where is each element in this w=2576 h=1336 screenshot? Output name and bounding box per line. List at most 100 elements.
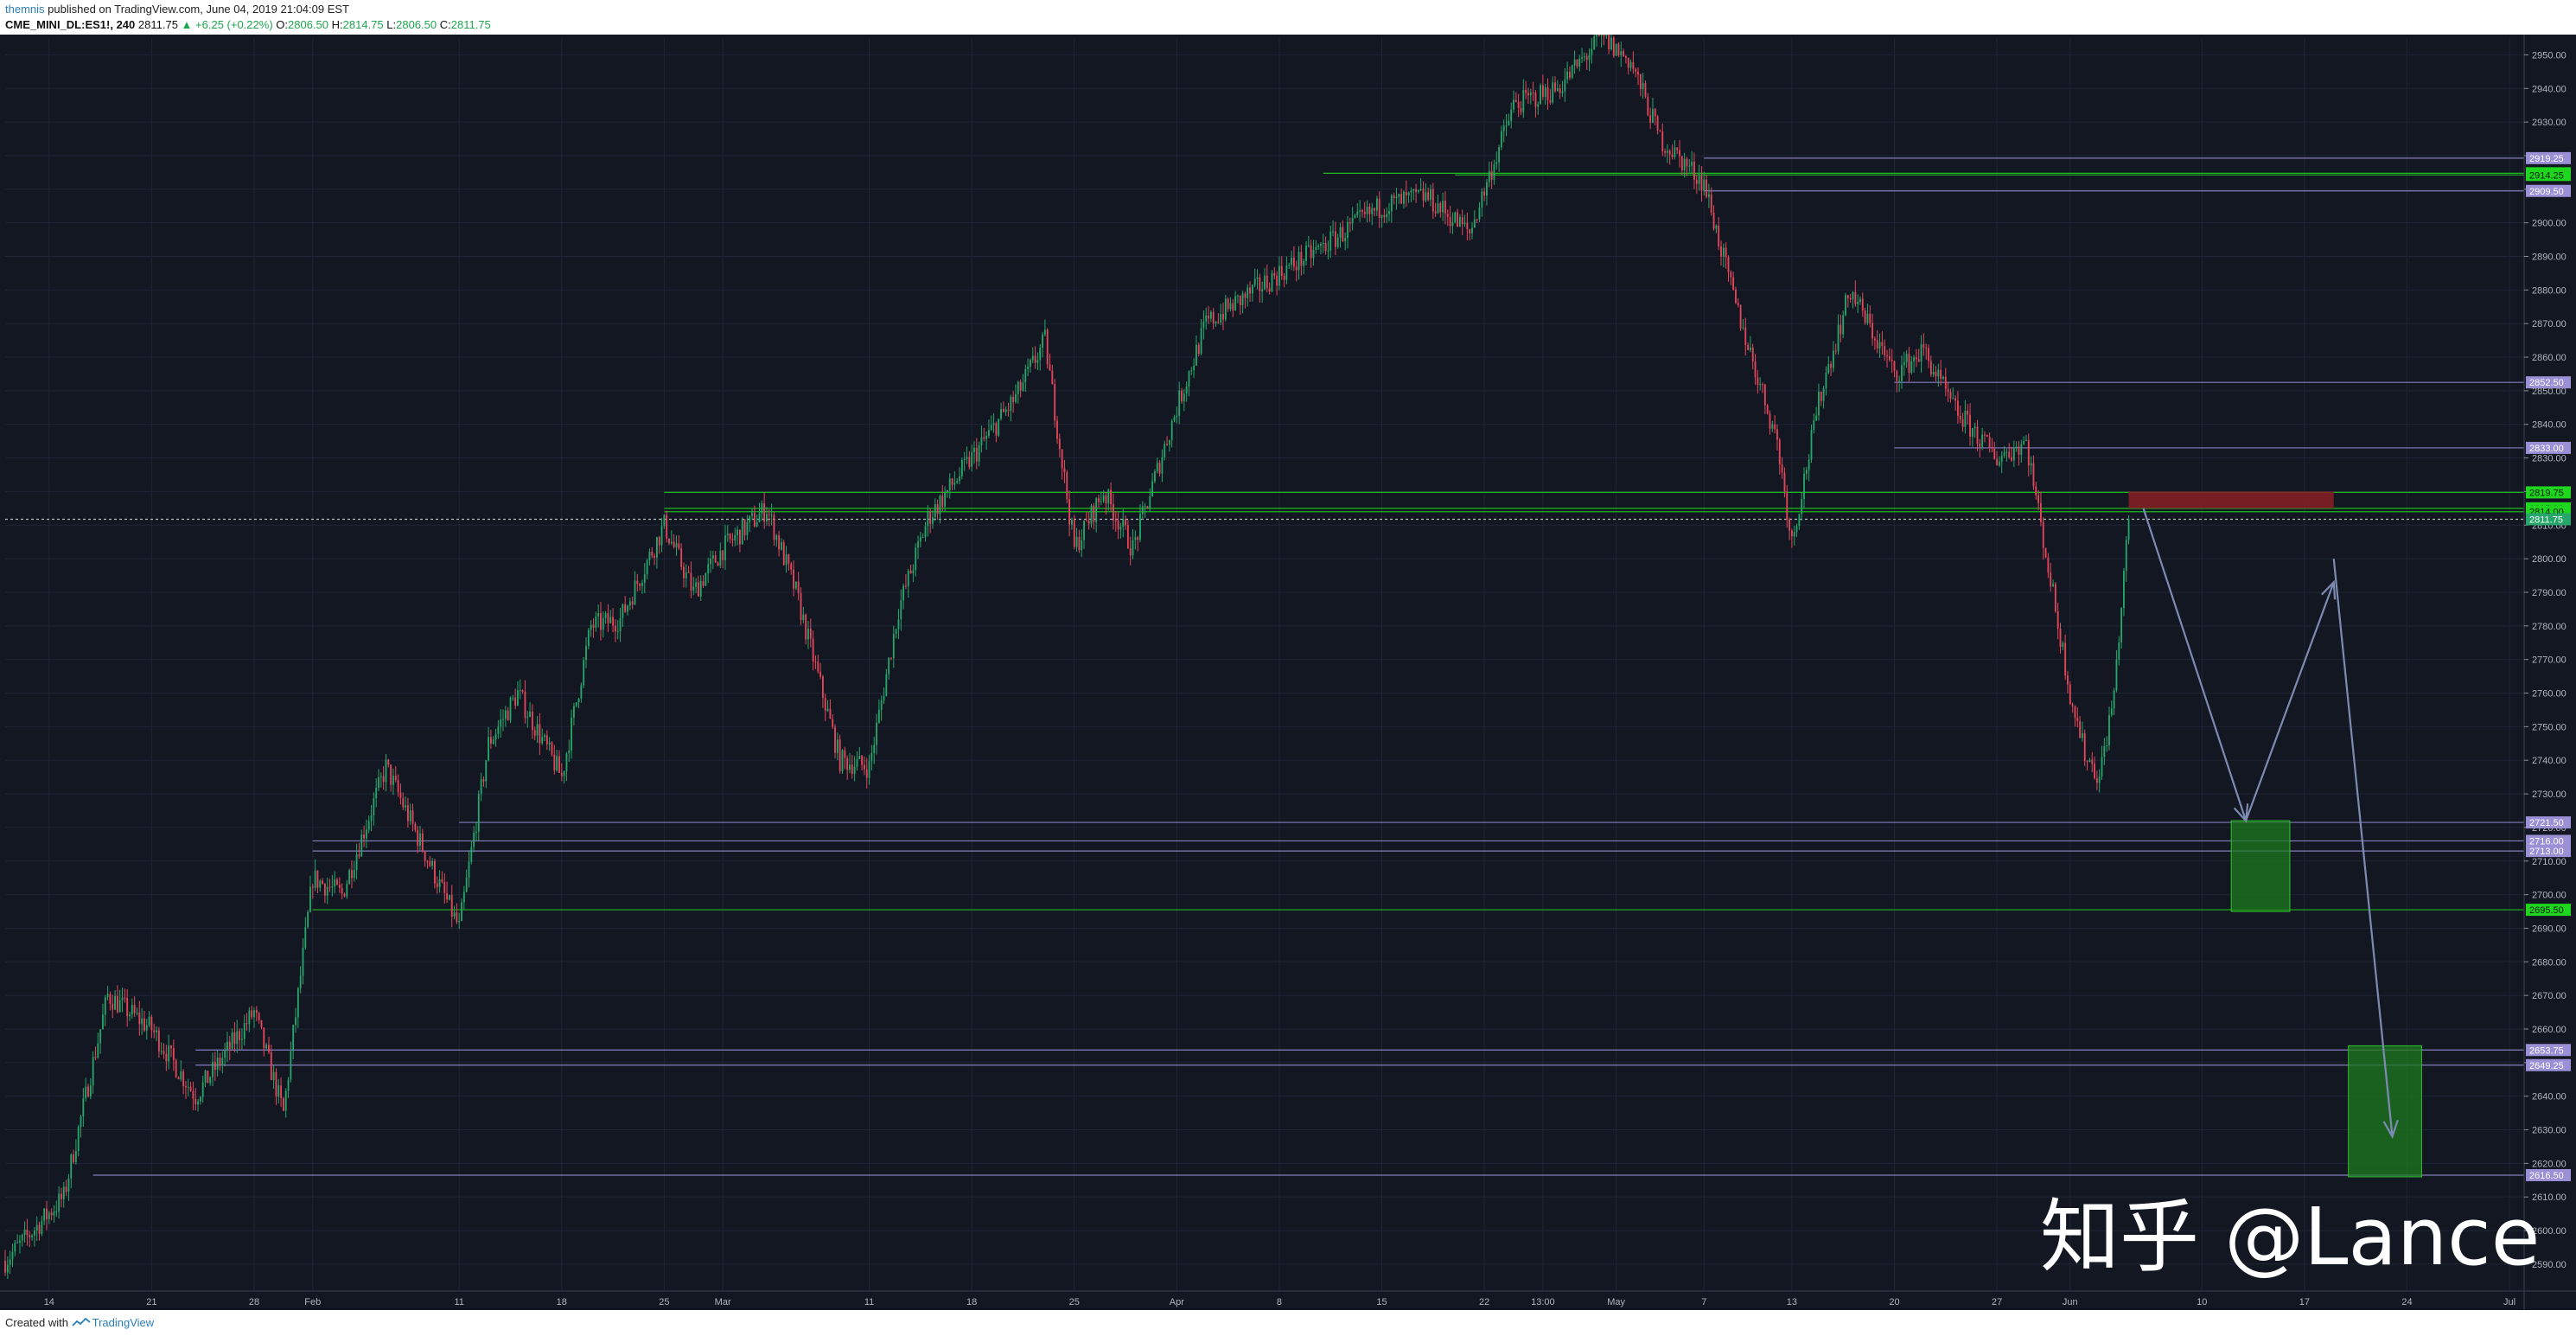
candle-body bbox=[58, 1193, 61, 1211]
candle-body bbox=[177, 1077, 180, 1080]
candle-body bbox=[1410, 190, 1412, 193]
candle-body bbox=[568, 750, 571, 754]
candle-body bbox=[1929, 361, 1932, 375]
candle-body bbox=[797, 581, 800, 593]
candle-body bbox=[1834, 350, 1837, 352]
candle-body bbox=[1852, 291, 1854, 300]
candle-body bbox=[258, 1013, 260, 1020]
candle-body bbox=[458, 920, 461, 923]
candle-body bbox=[1386, 214, 1388, 218]
candle-body bbox=[2047, 557, 2050, 573]
price-chart[interactable]: 2590.00 2600.00 2610.00 2620.00 2630.00 2640.… bbox=[0, 22, 2576, 1310]
candle-body bbox=[2101, 757, 2103, 777]
candle-body bbox=[1508, 120, 1510, 126]
level-price-tag bbox=[2526, 376, 2571, 389]
candle-body bbox=[892, 634, 895, 658]
candle-body bbox=[1573, 60, 1576, 66]
candle-body bbox=[1986, 434, 1988, 437]
candle-body bbox=[204, 1071, 207, 1083]
level-price-label: 2721.50 bbox=[2529, 818, 2564, 828]
candle-body bbox=[1400, 194, 1403, 204]
candle-body bbox=[1891, 360, 1893, 361]
candle-body bbox=[1591, 48, 1593, 55]
candle-body bbox=[2003, 452, 2005, 456]
candle-body bbox=[475, 831, 477, 834]
level-price-tag bbox=[2526, 1044, 2571, 1057]
candle-body bbox=[800, 592, 802, 621]
time-tick-label: Jun bbox=[2063, 1297, 2078, 1307]
price-axis[interactable]: 2590.00 2600.00 2610.00 2620.00 2630.00 2640.… bbox=[2523, 35, 2576, 1310]
candle-body bbox=[165, 1053, 168, 1062]
candle-body bbox=[2027, 439, 2030, 466]
candle-body bbox=[1588, 54, 1591, 61]
candle-body bbox=[1869, 313, 1871, 323]
candle-body bbox=[948, 478, 951, 490]
time-axis[interactable]: 14 21 28 Feb 11 18 25 Mar 11 18 25 Apr 8 15 22 13:00 May… bbox=[0, 1290, 2576, 1307]
candle-body bbox=[1537, 104, 1540, 107]
chart-container[interactable]: 2590.00 2600.00 2610.00 2620.00 2630.00 2640.… bbox=[0, 22, 2576, 1310]
price-tick-label: 2830.00 bbox=[2532, 454, 2566, 464]
candle-body bbox=[392, 776, 394, 785]
candle-body bbox=[2108, 714, 2110, 745]
candle-body bbox=[1043, 329, 1046, 335]
candle-body bbox=[263, 1027, 265, 1049]
candle-body bbox=[1706, 179, 1707, 197]
candle-body bbox=[1178, 390, 1181, 416]
candle-body bbox=[314, 870, 316, 888]
candle-body bbox=[838, 739, 841, 771]
candle-body bbox=[531, 711, 533, 731]
candle-body bbox=[199, 1096, 201, 1102]
candle-body bbox=[1647, 96, 1649, 116]
tradingview-link[interactable]: TradingView bbox=[92, 1316, 155, 1329]
projection-arrows bbox=[2142, 508, 2399, 1139]
candle-body bbox=[702, 580, 705, 586]
candle-body bbox=[1857, 302, 1859, 304]
horizontal-levels bbox=[5, 157, 2524, 1176]
candle-body bbox=[402, 798, 405, 808]
candle-body bbox=[1324, 243, 1327, 252]
candle-body bbox=[2127, 519, 2130, 540]
candle-body bbox=[411, 810, 414, 824]
candle-body bbox=[129, 1014, 131, 1017]
candle-body bbox=[1415, 189, 1417, 192]
candle-body bbox=[468, 861, 470, 878]
candle-body bbox=[1249, 287, 1251, 294]
candle-body bbox=[272, 1071, 275, 1080]
candle-body bbox=[602, 617, 604, 630]
candle-body bbox=[751, 513, 753, 516]
price-tick-label: 2610.00 bbox=[2532, 1192, 2566, 1203]
symbol-name[interactable]: CME_MINI_DL:ES1!, 240 bbox=[5, 18, 136, 31]
candle-body bbox=[1276, 276, 1278, 286]
candle-body bbox=[1449, 216, 1451, 227]
candle-body bbox=[239, 1031, 240, 1040]
candle-body bbox=[1303, 260, 1305, 266]
candle-body bbox=[429, 861, 431, 866]
candle-body bbox=[319, 880, 322, 888]
candle-body bbox=[643, 574, 646, 584]
candle-body bbox=[705, 573, 707, 586]
candle-body bbox=[1000, 408, 1002, 419]
price-tick-label: 2630.00 bbox=[2532, 1126, 2566, 1136]
candle-body bbox=[365, 829, 367, 839]
candle-body bbox=[743, 519, 746, 535]
candle-body bbox=[104, 997, 106, 1015]
candle-body bbox=[189, 1086, 192, 1091]
candle-body bbox=[1156, 463, 1158, 472]
candle-body bbox=[131, 1005, 133, 1015]
candle-body bbox=[1688, 165, 1691, 167]
level-price-label: 2811.75 bbox=[2529, 515, 2563, 525]
candle-body bbox=[143, 1018, 145, 1031]
candle-body bbox=[1735, 289, 1737, 304]
candle-body bbox=[678, 543, 680, 549]
candle-body bbox=[436, 883, 438, 887]
author-link[interactable]: themnis bbox=[5, 3, 45, 16]
candle-body bbox=[1730, 272, 1732, 278]
candle-body bbox=[270, 1052, 272, 1080]
candle-body bbox=[2088, 759, 2091, 762]
candle-body bbox=[456, 911, 458, 923]
price-tick-label: 2880.00 bbox=[2532, 285, 2566, 296]
candle-body bbox=[1227, 298, 1229, 310]
candle-body bbox=[1371, 208, 1374, 214]
candle-body bbox=[641, 583, 643, 586]
candle-body bbox=[849, 764, 851, 770]
